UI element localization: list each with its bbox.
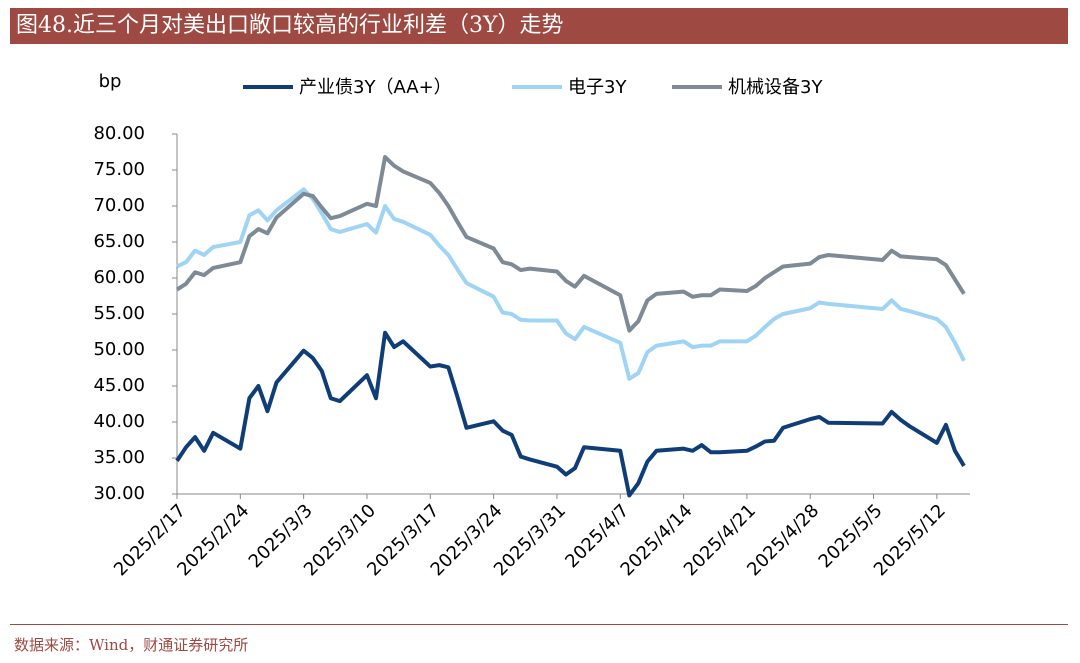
series-line	[175, 155, 966, 333]
y-tick-label: 80.00	[93, 123, 145, 144]
legend-label: 产业债3Y（AA+）	[299, 77, 452, 98]
y-tick-label: 35.00	[93, 447, 145, 468]
y-tick-label: 30.00	[93, 483, 145, 504]
y-tick-label: 55.00	[93, 303, 145, 324]
chart: bp 30.00 35.00 40.00 45.00 50.00 55.00 60.00 65…	[93, 71, 970, 580]
y-tick-label: 40.00	[93, 411, 145, 432]
series-line	[176, 187, 966, 381]
separator	[10, 624, 1068, 625]
y-tick-label: 75.00	[93, 159, 145, 180]
chart-title: 图48.近三个月对美出口敞口较高的行业利差（3Y）走势	[10, 8, 1068, 44]
y-tick-label: 70.00	[93, 195, 145, 216]
source-note: 数据来源：Wind，财通证券研究所	[14, 636, 249, 654]
y-axis-label: bp	[99, 71, 122, 92]
legend-label: 电子3Y	[568, 77, 627, 98]
y-tick-label: 60.00	[93, 267, 145, 288]
series-line	[175, 330, 966, 498]
legend-label: 机械设备3Y	[728, 77, 823, 98]
y-tick-label: 65.00	[93, 231, 145, 252]
y-tick-label: 45.00	[93, 375, 145, 396]
y-tick-label: 50.00	[93, 339, 145, 360]
